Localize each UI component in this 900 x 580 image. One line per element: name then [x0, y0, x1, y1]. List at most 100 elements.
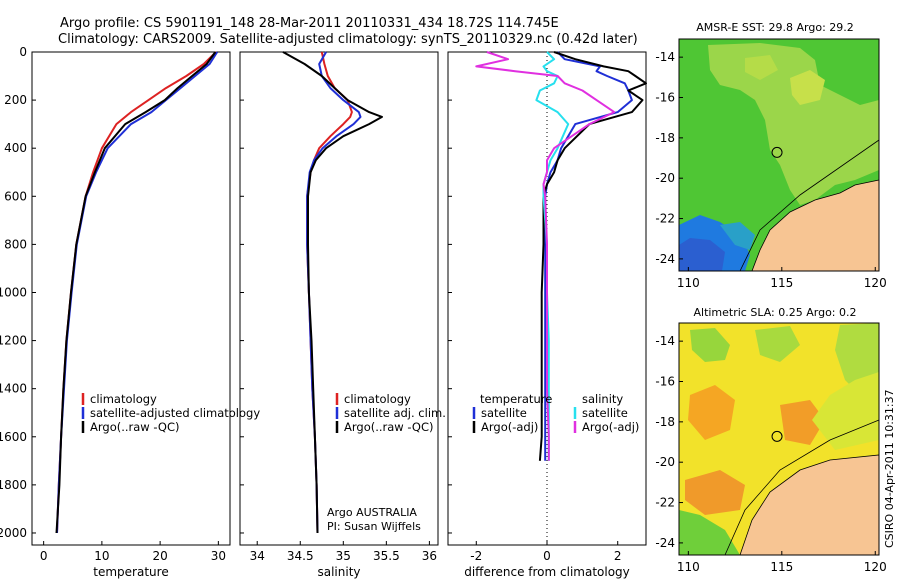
legend-label-satellite: satellite adj. clim.	[344, 406, 446, 420]
coastal-sla-region	[679, 510, 740, 555]
latitude-tick-label: -14	[655, 50, 675, 64]
warm-sst-region	[708, 43, 879, 205]
depth-tick-label: 1200	[0, 334, 27, 348]
latitude-tick-label: -16	[655, 375, 675, 389]
latitude-tick-label: -24	[655, 536, 675, 550]
latitude-tick-label: -14	[655, 334, 675, 348]
series-line-climatology	[56, 51, 217, 534]
temperature-x-axis: 0 10 20 30	[40, 541, 226, 563]
x-tick-label: -2	[470, 549, 482, 563]
series-line-temperature-satellite	[544, 51, 633, 461]
longitude-tick-label: 120	[864, 560, 887, 574]
difference-x-axis: -2 0 2	[470, 541, 622, 563]
legend-label-temperature-argo: Argo(-adj)	[481, 420, 538, 434]
pi-name-label: PI: Susan Wijffels	[327, 520, 421, 533]
latitude-tick-label: -20	[655, 171, 675, 185]
depth-tick-label: 400	[4, 141, 27, 155]
depth-axis: 0 200 400 600 800 1000 1200 1400 1600 1800 2000	[0, 45, 452, 540]
bathymetry-contour	[739, 139, 880, 272]
latitude-tick-label: -18	[655, 131, 675, 145]
salinity-plot-frame	[239, 51, 439, 546]
x-tick-label: 10	[94, 549, 109, 563]
depth-tick-label: 800	[4, 237, 27, 251]
sla-map-title: Altimetric SLA: 0.25 Argo: 0.2	[693, 306, 856, 319]
series-line-salinity-argo-adj	[475, 51, 616, 461]
legend-label-argo: Argo(..raw -QC)	[344, 420, 434, 434]
sst-map-frame	[678, 38, 880, 272]
salinity-series	[282, 51, 383, 534]
latitude-tick-label: -22	[655, 496, 675, 510]
sst-map-axes: 110 115 120 -14 -16 -18 -20 -22 -24	[655, 50, 886, 290]
legend-heading-temperature: temperature	[480, 392, 552, 406]
legend-label-argo: Argo(..raw -QC)	[90, 420, 180, 434]
x-tick-label: 2	[614, 549, 622, 563]
series-line-salinity-satellite	[535, 51, 570, 461]
legend-label-climatology: climatology	[344, 392, 411, 406]
cool-sst-patch	[720, 222, 755, 250]
low-sla-patch	[755, 326, 800, 362]
sla-map-frame	[678, 322, 880, 556]
x-tick-label: 30	[211, 549, 226, 563]
credit-timestamp: CSIRO 04-Apr-2011 10:31:37	[883, 389, 896, 548]
difference-series	[475, 51, 647, 461]
series-line-climatology	[306, 51, 353, 534]
high-sla-patch	[688, 385, 735, 440]
depth-tick-label: 2000	[0, 526, 27, 540]
sla-map	[678, 322, 880, 556]
coldest-sst-patch	[679, 238, 725, 271]
salinity-axis-label: salinity	[317, 565, 360, 579]
temperature-legend: climatology satellite-adjusted climatolo…	[81, 392, 260, 434]
depth-tick-label: 1600	[0, 430, 27, 444]
profile-location-marker	[771, 146, 783, 158]
x-tick-label: 35	[336, 549, 351, 563]
series-line-argo-raw-qc	[282, 51, 383, 534]
depth-tick-label: 0	[19, 45, 27, 59]
depth-tick-label: 200	[4, 93, 27, 107]
depth-tick-label: 1000	[0, 285, 27, 299]
x-tick-label: 34.5	[287, 549, 314, 563]
temperature-plot-frame	[31, 51, 231, 546]
difference-legend: temperature salinity satellite Argo(-adj…	[472, 392, 639, 434]
legend-label-temperature-satellite: satellite	[481, 406, 527, 420]
warmest-sst-patch	[790, 70, 825, 105]
series-line-temperature-argo-adj	[538, 51, 647, 461]
title-line-1: Argo profile: CS 5901191_148 28-Mar-2011…	[60, 16, 559, 31]
depth-tick-label: 1400	[0, 382, 27, 396]
longitude-tick-label: 120	[864, 276, 887, 290]
profile-location-marker	[771, 430, 783, 442]
series-line-satellite-adjusted-climatology	[56, 51, 219, 534]
x-tick-label: 0	[543, 549, 551, 563]
difference-axis-label: difference from climatology	[464, 565, 630, 579]
x-tick-label: 20	[152, 549, 167, 563]
high-sla-patch	[780, 400, 825, 445]
series-line-argo-raw-qc	[55, 51, 217, 534]
sst-map-title: AMSR-E SST: 29.8 Argo: 29.2	[696, 21, 854, 34]
x-tick-label: 34	[250, 549, 265, 563]
x-tick-label: 35.5	[373, 549, 400, 563]
x-tick-label: 36	[422, 549, 437, 563]
low-sla-patch	[690, 328, 730, 362]
sst-map	[678, 38, 880, 272]
legend-label-salinity-satellite: satellite	[582, 406, 628, 420]
sla-map-axes: 110 115 120 -14 -16 -18 -20 -22 -24	[655, 334, 886, 574]
salinity-x-axis: 34 34.5 35 35.5 36	[250, 541, 437, 563]
temperature-series	[55, 51, 219, 534]
legend-label-salinity-argo: Argo(-adj)	[582, 420, 639, 434]
mid-sla-patch	[812, 372, 879, 450]
depth-tick-label: 600	[4, 189, 27, 203]
high-sla-patch	[685, 470, 745, 515]
latitude-tick-label: -24	[655, 252, 675, 266]
title-line-2: Climatology: CARS2009. Satellite-adjuste…	[58, 32, 638, 47]
bathymetry-contour	[724, 419, 880, 556]
longitude-tick-label: 115	[770, 560, 793, 574]
warm-sst-patch	[745, 55, 778, 80]
temperature-axis-label: temperature	[93, 565, 168, 579]
legend-label-satellite: satellite-adjusted climatology	[90, 406, 260, 420]
depth-tick-label: 1800	[0, 478, 27, 492]
longitude-tick-label: 110	[677, 276, 700, 290]
salinity-legend: climatology satellite adj. clim. Argo(..…	[335, 392, 446, 434]
latitude-tick-label: -20	[655, 455, 675, 469]
longitude-tick-label: 115	[770, 276, 793, 290]
x-tick-label: 0	[40, 549, 48, 563]
